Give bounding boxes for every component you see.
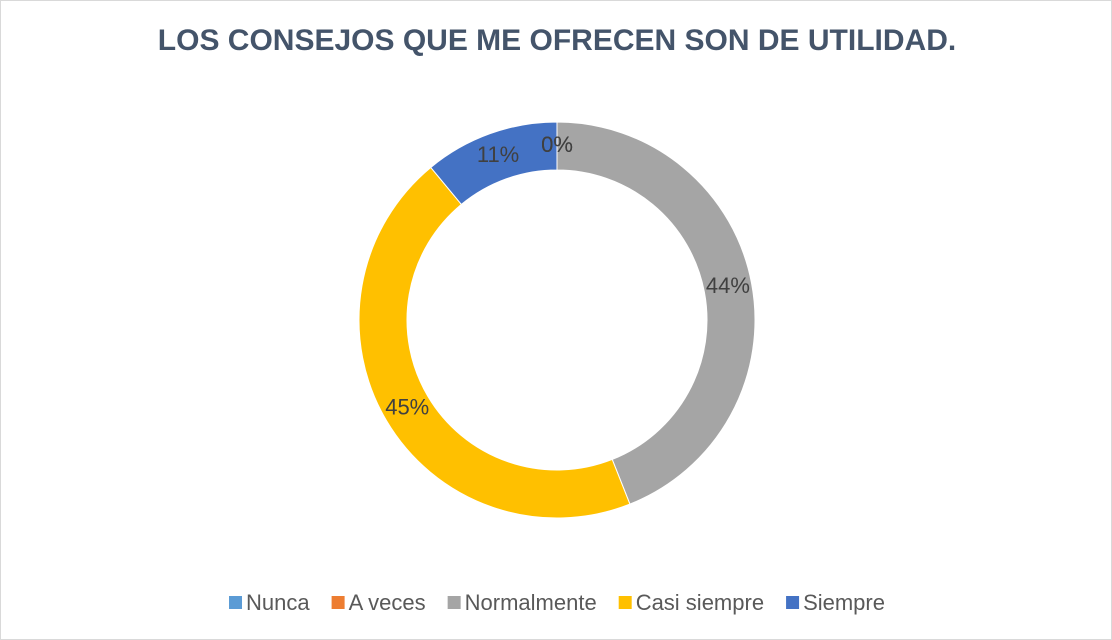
legend-swatch xyxy=(786,596,800,609)
data-label: 44% xyxy=(706,273,750,298)
data-label: 0% xyxy=(541,132,573,157)
donut-segment xyxy=(556,121,756,505)
legend-label: Siempre xyxy=(803,590,885,615)
legend-swatch xyxy=(618,596,632,609)
data-label: 45% xyxy=(385,394,429,419)
legend-swatch xyxy=(447,596,461,609)
chart-title: LOS CONSEJOS QUE ME OFRECEN SON DE UTILI… xyxy=(158,24,956,57)
donut-segment xyxy=(358,166,631,519)
legend-label: A veces xyxy=(349,590,426,615)
legend-swatch xyxy=(331,596,345,609)
legend-swatch xyxy=(229,596,243,609)
donut-segment xyxy=(430,121,558,206)
data-label: 0% xyxy=(541,132,573,157)
legend-label: Normalmente xyxy=(465,590,597,615)
legend-label: Casi siempre xyxy=(636,590,764,615)
data-label: 11% xyxy=(477,142,519,167)
legend-label: Nunca xyxy=(246,590,310,615)
